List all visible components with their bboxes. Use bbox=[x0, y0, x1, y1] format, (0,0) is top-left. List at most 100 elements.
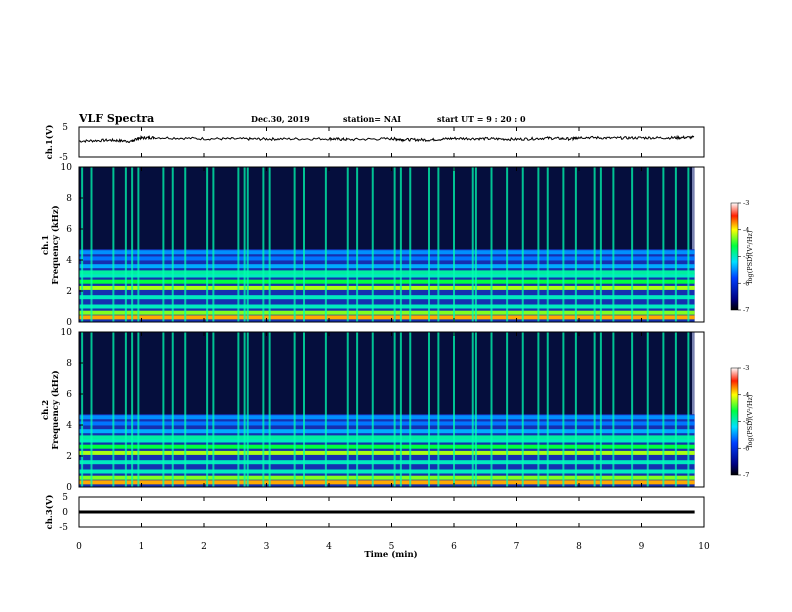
ch2-band-10 bbox=[79, 415, 695, 420]
ch1-channel-label: ch.1 bbox=[41, 235, 51, 255]
xtick-label-10: 10 bbox=[698, 542, 710, 552]
ch1-impulse-34 bbox=[546, 167, 549, 322]
ch2-impulse-40 bbox=[631, 332, 634, 487]
ch1-impulse-3 bbox=[124, 167, 127, 322]
ch2-band-4 bbox=[79, 450, 695, 455]
ch1-impulse-43 bbox=[674, 167, 677, 322]
cb1-tick-0: -3 bbox=[743, 199, 749, 207]
ch2-impulse-18 bbox=[324, 332, 327, 487]
ch1-impulse-40 bbox=[631, 167, 634, 322]
ch1-band-8 bbox=[79, 264, 695, 269]
ch2-impulse-19 bbox=[346, 332, 349, 487]
ch2-ytick-2: 4 bbox=[66, 421, 72, 431]
ch2-frequency-ylabel: Frequency (kHz) bbox=[50, 370, 61, 449]
ch1-impulse-33 bbox=[537, 167, 540, 322]
cb1-tick-3: -6 bbox=[743, 279, 749, 287]
ch1-impulse-1 bbox=[90, 167, 93, 322]
ch1-impulse-41 bbox=[646, 167, 649, 322]
ch2-impulse-23 bbox=[399, 332, 402, 487]
cb1-tick-4: -7 bbox=[743, 306, 749, 314]
ch2-impulse-9 bbox=[206, 332, 209, 487]
cb2-tick-1: -4 bbox=[743, 391, 749, 399]
ch1-impulse-23 bbox=[399, 167, 402, 322]
ch2-impulse-27 bbox=[453, 332, 455, 487]
cb2-tick-2: -5 bbox=[743, 418, 749, 426]
ch2-impulse-38 bbox=[599, 332, 602, 487]
ch1-impulse-11 bbox=[237, 167, 240, 322]
xtick-label-6: 6 bbox=[451, 542, 457, 552]
ch1-spectrogram-panel: 0 2 4 6 8 10 ch.1 Frequency (kHz) bbox=[41, 163, 705, 328]
ch1-impulse-12 bbox=[243, 167, 246, 322]
ch2-impulse-25 bbox=[428, 332, 430, 487]
ch1-band-1 bbox=[79, 310, 695, 315]
ch1-band-9 bbox=[79, 256, 695, 261]
ch2-ytick-1: 2 bbox=[66, 452, 72, 462]
ch2-ytick-3: 6 bbox=[66, 390, 72, 400]
cb1-tick-1: -4 bbox=[743, 226, 749, 234]
ch1-ytick-bottom: -5 bbox=[59, 153, 68, 163]
ch2-impulse-8 bbox=[184, 332, 187, 487]
xtick-label-9: 9 bbox=[639, 542, 645, 552]
xtick-label-5: 5 bbox=[389, 542, 395, 552]
ch1-band-3 bbox=[79, 295, 695, 300]
ch2-impulse-29 bbox=[474, 332, 477, 487]
ch1-ytick-4: 8 bbox=[66, 194, 72, 204]
ch1-impulse-27 bbox=[453, 167, 455, 322]
ch1-waveform-panel: 5 -5 ch.1(V) bbox=[44, 123, 705, 163]
ch1-colorbar-label: log(PSD)(V²/Hz) bbox=[746, 230, 754, 283]
ch2-impulse-24 bbox=[409, 332, 412, 487]
ch2-impulse-12 bbox=[243, 332, 246, 487]
ch2-impulse-3 bbox=[124, 332, 127, 487]
ch1-band-0 bbox=[79, 315, 695, 320]
ch1-impulse-37 bbox=[593, 167, 596, 322]
xtick-label-3: 3 bbox=[264, 542, 270, 552]
ch1-ytick-1: 2 bbox=[66, 287, 72, 297]
ch1-impulse-32 bbox=[521, 167, 524, 322]
ch2-impulse-28 bbox=[471, 332, 474, 487]
ch2-impulse-14 bbox=[262, 332, 265, 487]
time-axis: 0 1 2 3 4 5 6 7 8 9 10 bbox=[76, 127, 710, 552]
ch1-band-10 bbox=[79, 250, 695, 255]
ch2-band-8 bbox=[79, 429, 695, 434]
ch1-impulse-26 bbox=[437, 167, 440, 322]
ch1-band-5 bbox=[79, 279, 695, 284]
ch2-upper-noise bbox=[79, 332, 695, 415]
ch2-impulse-15 bbox=[268, 332, 271, 487]
ch1-impulse-42 bbox=[662, 167, 665, 322]
ch2-impulse-13 bbox=[246, 332, 249, 487]
ch2-ytick-4: 8 bbox=[66, 359, 72, 369]
ch2-impulse-39 bbox=[612, 332, 615, 487]
ch1-waveform-frame bbox=[78, 126, 705, 158]
ch2-impulse-42 bbox=[662, 332, 665, 487]
ch2-impulse-36 bbox=[574, 332, 577, 487]
ch2-band-9 bbox=[79, 421, 695, 426]
ch2-lower-noise bbox=[79, 414, 695, 487]
ch2-band-7 bbox=[79, 435, 695, 440]
ch1-band-6 bbox=[79, 273, 695, 278]
ch2-impulse-37 bbox=[593, 332, 596, 487]
ch2-band-1 bbox=[79, 475, 695, 480]
ch2-band-3 bbox=[79, 460, 695, 465]
ch2-impulse-31 bbox=[506, 332, 509, 487]
ch2-ytick-5: 10 bbox=[61, 328, 73, 338]
figure-title: VLF Spectra bbox=[78, 112, 154, 125]
ch1-impulse-36 bbox=[574, 167, 577, 322]
ch1-impulse-22 bbox=[393, 167, 396, 322]
ch2-impulse-16 bbox=[293, 332, 296, 487]
ch2-impulse-17 bbox=[303, 332, 305, 487]
ch2-impulse-44 bbox=[687, 332, 690, 487]
ch1-ytick-5: 10 bbox=[61, 163, 73, 173]
ch1-impulse-7 bbox=[171, 167, 174, 322]
ch2-impulse-2 bbox=[112, 332, 115, 487]
ch1-impulse-24 bbox=[409, 167, 412, 322]
ch1-impulse-30 bbox=[490, 167, 493, 322]
ch2-impulse-11 bbox=[237, 332, 240, 487]
ch1-impulse-4 bbox=[131, 167, 134, 322]
ch1-impulse-19 bbox=[346, 167, 349, 322]
xtick-label-7: 7 bbox=[514, 542, 520, 552]
ch1-waveform-line bbox=[78, 134, 695, 144]
ch2-impulse-22 bbox=[393, 332, 396, 487]
xtick-label-0: 0 bbox=[76, 542, 82, 552]
ch1-band-4 bbox=[79, 285, 695, 290]
